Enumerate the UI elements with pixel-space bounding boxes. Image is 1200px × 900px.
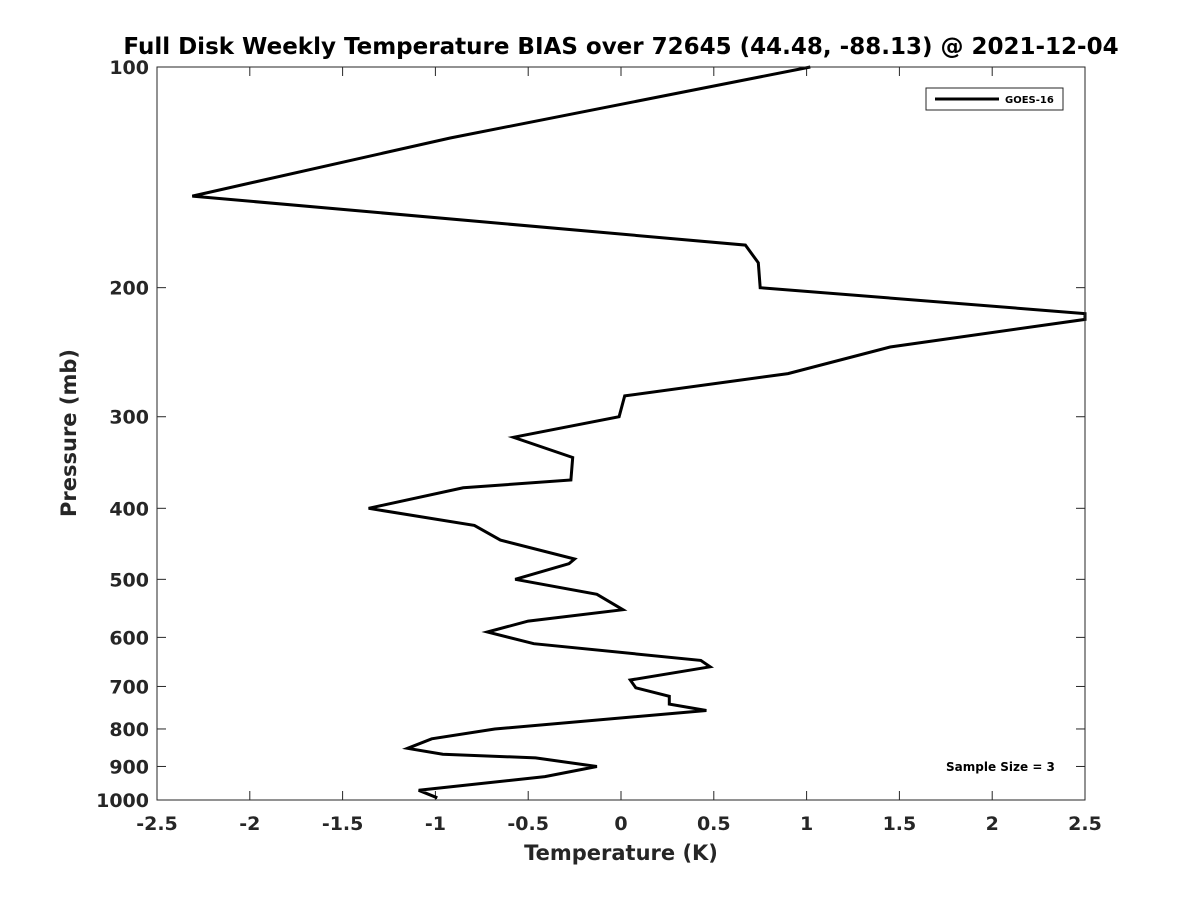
legend: GOES-16 (925, 87, 1064, 111)
chart-title: Full Disk Weekly Temperature BIAS over 7… (123, 34, 1118, 60)
x-tick-label: -1.5 (322, 813, 364, 835)
x-tick-label: 0 (614, 813, 627, 835)
series-line-goes-16 (191, 65, 1087, 800)
y-tick-label: 800 (109, 719, 149, 741)
x-tick-label: -1 (425, 813, 446, 835)
plot-area-frame (156, 66, 1086, 801)
y-axis-ticks: 100 200 300 400 500 600 700 800 900 1000 (96, 57, 1085, 812)
x-tick-label: 2.5 (1068, 813, 1102, 835)
series-layer (191, 65, 1087, 800)
x-tick-label: -2.5 (136, 813, 178, 835)
y-tick-label: 100 (109, 57, 149, 79)
y-tick-label: 400 (109, 498, 149, 520)
x-axis-ticks: -2.5 -2 -1.5 -1 -0.5 0 0.5 1 1.5 2 2.5 (136, 67, 1102, 835)
x-tick-label: 2 (986, 813, 999, 835)
y-tick-label: 600 (109, 627, 149, 649)
y-tick-label: 900 (109, 756, 149, 778)
x-tick-label: 1 (800, 813, 813, 835)
legend-label-goes-16: GOES-16 (1005, 95, 1054, 106)
y-tick-label: 500 (109, 569, 149, 591)
x-tick-label: 1.5 (883, 813, 917, 835)
y-tick-label: 700 (109, 676, 149, 698)
x-axis-label: Temperature (K) (524, 841, 718, 865)
y-tick-label: 300 (109, 407, 149, 429)
y-tick-label: 1000 (96, 790, 149, 812)
y-axis-label: Pressure (mb) (57, 349, 81, 517)
x-tick-label: -2 (239, 813, 260, 835)
y-tick-label: 200 (109, 278, 149, 300)
x-tick-label: -0.5 (507, 813, 549, 835)
x-tick-label: 0.5 (697, 813, 731, 835)
sample-size-annotation: Sample Size = 3 (946, 760, 1055, 774)
